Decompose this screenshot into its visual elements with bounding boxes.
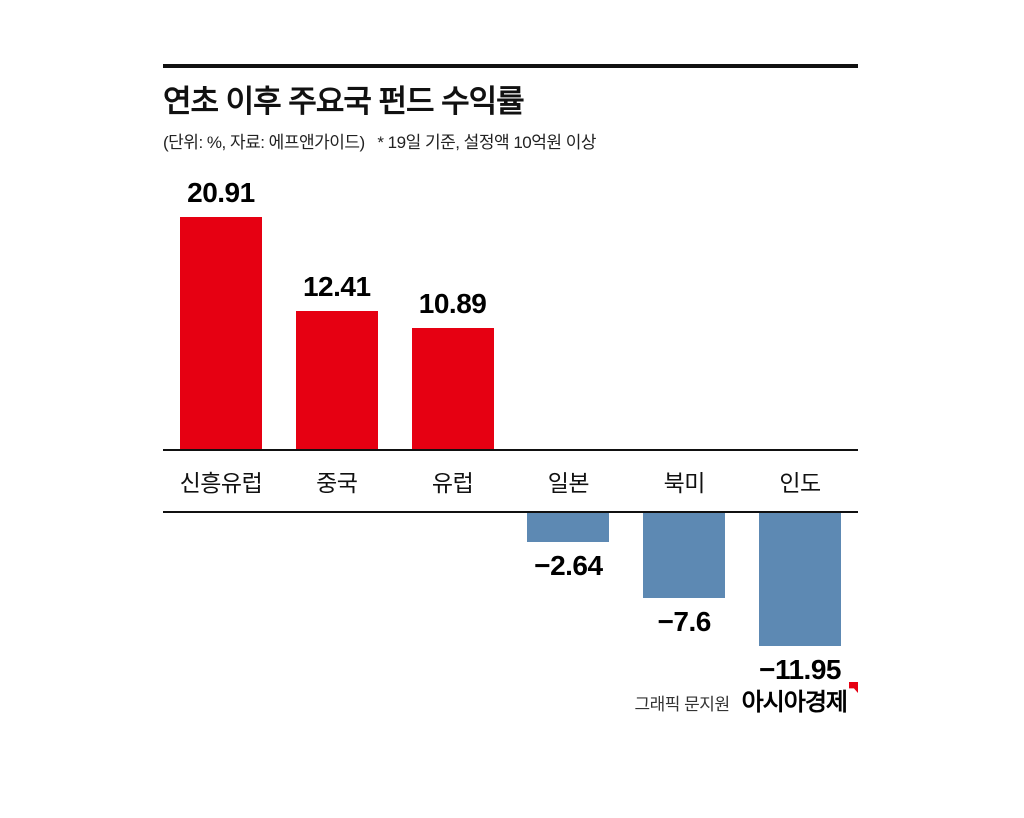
bar-column: −7.6 [626,512,742,638]
bar-column: 10.89 [395,177,511,449]
chart-subtitle: (단위: %, 자료: 에프앤가이드) * 19일 기준, 설정액 10억원 이… [163,132,597,152]
category-label: 중국 [316,469,358,496]
value-label: 12.41 [302,270,371,302]
category-label: 유럽 [431,469,474,496]
value-label: −11.95 [759,653,841,685]
category-cell: 북미 [626,451,742,511]
bar-chart: 20.91 12.41 10.89 신흥유럽 [163,177,858,686]
value-label: −2.64 [534,549,603,581]
bar-positive [295,310,378,449]
negative-bars-row: −2.64 −7.6 −11.95 [163,512,858,686]
chart-title: 연초 이후 주요국 펀드 수익률 [163,84,525,119]
bar-column: 12.41 [279,177,395,449]
value-label: −7.6 [657,605,712,637]
bar-negative [527,512,610,542]
category-cell: 유럽 [395,451,511,511]
bar-positive [179,216,262,449]
bar-column: 20.91 [163,177,279,449]
category-cell: 중국 [279,451,395,511]
chart-content: 연초 이후 주요국 펀드 수익률 (단위: %, 자료: 에프앤가이드) * 1… [163,64,858,686]
graphic-credit: 그래픽 문지원 [634,695,731,714]
bar-column-empty [626,177,742,449]
value-label: 20.91 [187,176,255,208]
publisher-logo: 아시아경제 [742,682,858,717]
publisher-logo-text: 아시아경제 [741,689,848,716]
category-cell: 일본 [510,451,626,511]
bar-column-empty [742,177,858,449]
category-cell: 인도 [742,451,858,511]
top-rule [163,64,858,68]
bar-column-empty [510,177,626,449]
credit-line: 그래픽 문지원 아시아경제 [163,682,858,717]
bar-negative [643,512,726,598]
category-axis: 신흥유럽 중국 유럽 일본 북미 인도 [163,451,858,513]
category-label: 북미 [663,469,706,496]
bar-positive [411,327,494,449]
bar-column: −2.64 [510,512,626,582]
bar-column: −11.95 [742,512,858,686]
category-label: 인도 [779,469,821,496]
publisher-logo-mark-icon [849,682,858,693]
category-label: 신흥유럽 [179,469,263,496]
positive-bars-row: 20.91 12.41 10.89 [163,177,858,451]
bar-negative [759,512,842,646]
value-label: 10.89 [418,287,487,319]
category-cell: 신흥유럽 [163,451,279,511]
category-label: 일본 [547,469,590,496]
